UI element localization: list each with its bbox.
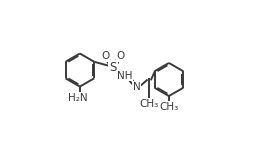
Text: NH: NH [117,71,133,81]
Text: CH₃: CH₃ [159,102,178,112]
Text: H₂N: H₂N [68,93,88,103]
Text: S: S [109,61,117,74]
Text: CH₃: CH₃ [140,99,159,109]
Text: O: O [101,51,109,61]
Text: N: N [133,82,140,92]
Text: O: O [117,51,125,61]
